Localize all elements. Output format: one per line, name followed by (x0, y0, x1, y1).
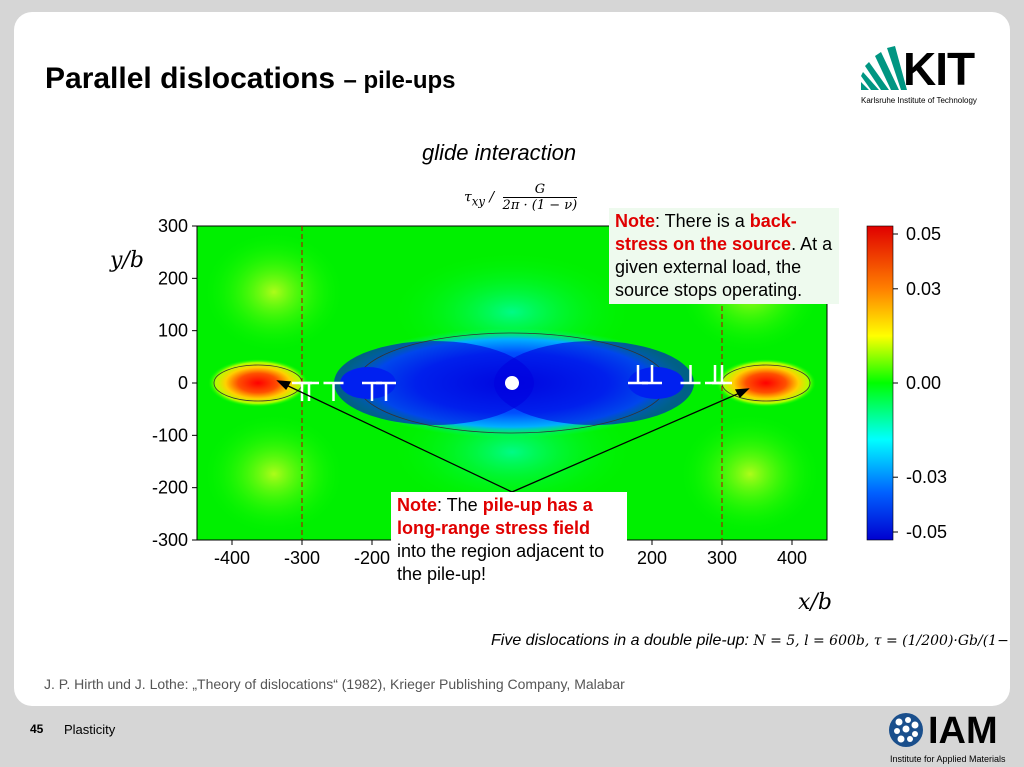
colorbar-ticks: 0.05 0.03 0.00 -0.03 -0.05 (893, 224, 947, 542)
y-axis-label: y/b (110, 248, 144, 273)
y-tick-label: -100 (152, 425, 188, 445)
note2-label: Note (397, 495, 437, 515)
reference-citation: J. P. Hirth und J. Lothe: „Theory of dis… (44, 676, 625, 692)
kit-subtitle: Karlsruhe Institute of Technology (861, 96, 977, 105)
colorbar (866, 225, 894, 541)
y-tick-label: 0 (178, 373, 188, 393)
x-axis-label: x/b (798, 590, 832, 615)
formula-denominator: 2π · (1 − ν) (502, 198, 578, 213)
y-tick-label: 300 (158, 216, 188, 236)
slide-title: Parallel dislocations – pile-ups (45, 62, 456, 96)
x-tick-label: 300 (707, 548, 737, 568)
caption-math: N = 5, l = 600b, τ = (1/200)·Gb/(1−ν). (753, 633, 1010, 649)
plot-title: glide interaction (422, 140, 577, 165)
iam-subtitle: Institute for Applied Materials (890, 754, 1006, 764)
dislocations (292, 365, 732, 401)
colorbar-tick-label: 0.03 (906, 279, 941, 299)
kit-text: KIT (903, 43, 975, 95)
formula-sub: xy (471, 194, 485, 209)
y-tick-label: -200 (152, 478, 188, 498)
slide: Parallel dislocations – pile-ups KIT Kar… (14, 12, 1010, 706)
iam-logo: IAM Institute for Applied Materials (888, 710, 1018, 764)
kit-logo: KIT Karlsruhe Institute of Technology (859, 38, 999, 108)
y-tick-label: -300 (152, 530, 188, 550)
note2-text1: : The (437, 495, 483, 515)
kit-fan-icon (861, 46, 907, 90)
x-tick-label: -400 (214, 548, 250, 568)
title-main: Parallel dislocations (45, 62, 336, 95)
title-sub: – pile-ups (343, 67, 456, 94)
note2-bold: pile-up has a long-range stress field (397, 495, 593, 538)
y-tick-label: 200 (158, 268, 188, 288)
note1-bold: back-stress on the source (615, 211, 797, 254)
dislocation-source (505, 376, 519, 390)
note-arrows (276, 380, 750, 493)
x-tick-label: -200 (354, 548, 390, 568)
colorbar-tick-label: -0.03 (906, 467, 947, 487)
x-tick-label: 400 (777, 548, 807, 568)
figure-caption: Five dislocations in a double pile-up: N… (491, 632, 1010, 650)
note1-text1: : There is a (655, 211, 750, 231)
colorbar-tick-label: -0.05 (906, 522, 947, 542)
note2-text2: into the region adjacent to the pile-up! (397, 541, 605, 584)
x-tick-label: 200 (637, 548, 667, 568)
section-name: Plasticity (64, 722, 116, 737)
caption-text: Five dislocations in a double pile-up: (491, 632, 754, 649)
y-tick-label: 100 (158, 321, 188, 341)
note-back-stress: Note: There is a back-stress on the sour… (609, 208, 839, 304)
formula-numerator: G (502, 182, 578, 198)
formula-slash: / (489, 189, 495, 206)
colorbar-tick-label: 0.00 (906, 373, 941, 393)
stress-heatmap-chart: -400-300-200-10001002003004003002001000-… (152, 216, 947, 568)
colorbar-tick-label: 0.05 (906, 224, 941, 244)
note-long-range: Note: The pile-up has a long-range stres… (391, 492, 627, 588)
iam-globe-icon (889, 713, 923, 747)
x-tick-label: -300 (284, 548, 320, 568)
note1-label: Note (615, 211, 655, 231)
formula-lhs: τ (464, 189, 472, 206)
page-number: 45 (30, 722, 44, 736)
iam-text: IAM (928, 710, 998, 752)
note1-text2: . At a given external load, the source s… (615, 234, 833, 300)
colorbar-formula: τxy / G 2π · (1 − ν) (464, 182, 578, 213)
